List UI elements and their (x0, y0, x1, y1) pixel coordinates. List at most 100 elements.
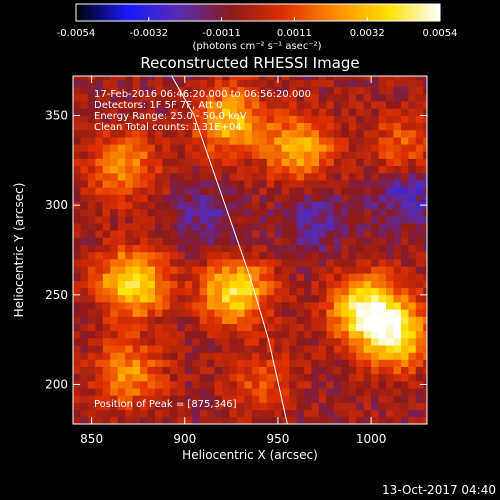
heatmap-cell (304, 402, 312, 411)
heatmap-cell (289, 309, 297, 317)
heatmap-cell (244, 101, 253, 109)
heatmap-cell (333, 316, 342, 324)
heatmap-cell (154, 136, 163, 145)
heatmap-cell (244, 287, 253, 296)
heatmap-cell (229, 258, 238, 267)
heatmap-cell (408, 323, 417, 332)
heatmap-cell (259, 115, 268, 124)
heatmap-cell (102, 251, 111, 260)
heatmap-cell (177, 280, 186, 289)
colorbar (75, 3, 441, 22)
heatmap-cell (162, 158, 171, 167)
heatmap-cell (125, 151, 134, 159)
heatmap-cell (326, 122, 335, 131)
heatmap-cell (132, 416, 141, 424)
heatmap-cell (304, 373, 312, 382)
heatmap-cell (333, 416, 342, 424)
heatmap-cell (400, 337, 409, 346)
heatmap-cell (117, 129, 126, 138)
heatmap-cell (184, 237, 193, 246)
heatmap-cell (147, 294, 156, 303)
heatmap-cell (289, 108, 297, 116)
heatmap-cell (125, 101, 134, 109)
heatmap-cell (192, 294, 201, 303)
heatmap-cell (214, 144, 223, 152)
heatmap-cell (274, 337, 283, 346)
heatmap-cell (363, 251, 372, 260)
heatmap-cell (326, 180, 335, 188)
heatmap-cell (408, 208, 417, 217)
heatmap-cell (423, 294, 427, 303)
heatmap-cell (73, 388, 81, 396)
heatmap-cell (311, 366, 320, 375)
heatmap-cell (162, 144, 171, 152)
heatmap-cell (102, 86, 111, 95)
heatmap-cell (393, 337, 402, 346)
heatmap-cell (169, 251, 178, 260)
heatmap-cell (393, 108, 402, 116)
heatmap-cell (147, 337, 156, 346)
heatmap-cell (341, 345, 350, 353)
heatmap-cell (423, 359, 427, 367)
heatmap-cell (192, 86, 201, 95)
heatmap-cell (125, 244, 134, 253)
heatmap-cell (378, 366, 387, 375)
heatmap-cell (117, 237, 126, 246)
heatmap-cell (386, 388, 394, 396)
heatmap-cell (73, 280, 81, 289)
heatmap-cell (125, 108, 134, 116)
heatmap-cell (80, 223, 89, 231)
heatmap-cell (363, 280, 372, 289)
heatmap-cell (371, 158, 379, 167)
heatmap-cell (326, 237, 335, 246)
heatmap-cell (110, 352, 119, 360)
heatmap-cell (214, 86, 223, 95)
heatmap-cell (311, 165, 320, 174)
heatmap-cell (214, 309, 223, 317)
heatmap-cell (386, 230, 394, 238)
peak-position-label: Position of Peak = [875,346] (94, 399, 237, 410)
heatmap-cell (140, 258, 148, 267)
heatmap-cell (102, 323, 111, 332)
heatmap-cell (266, 352, 275, 360)
heatmap-cell (132, 273, 141, 281)
heatmap-cell (378, 93, 387, 102)
heatmap-cell (296, 122, 305, 131)
heatmap-cell (408, 108, 417, 116)
heatmap-cell (393, 402, 402, 411)
heatmap-cell (132, 402, 141, 411)
heatmap-cell (318, 416, 327, 424)
heatmap-cell (400, 76, 409, 80)
heatmap-cell (87, 230, 96, 238)
heatmap-cell (192, 337, 201, 346)
heatmap-cell (80, 230, 89, 238)
heatmap-cell (341, 151, 350, 159)
heatmap-cell (341, 287, 350, 296)
heatmap-cell (393, 330, 402, 339)
heatmap-cell (356, 244, 365, 253)
heatmap-cell (229, 172, 238, 181)
heatmap-cell (73, 165, 81, 174)
heatmap-cell (80, 129, 89, 138)
heatmap-cell (110, 395, 119, 403)
heatmap-cell (207, 86, 215, 95)
heatmap-cell (259, 309, 268, 317)
heatmap-cell (341, 136, 350, 145)
heatmap-cell (140, 201, 148, 210)
heatmap-cell (311, 395, 320, 403)
heatmap-cell (296, 280, 305, 289)
heatmap-cell (348, 172, 357, 181)
heatmap-cell (274, 187, 283, 195)
heatmap-cell (147, 258, 156, 267)
heatmap-cell (304, 287, 312, 296)
heatmap-cell (408, 352, 417, 360)
heatmap-cell (266, 144, 275, 152)
heatmap-cell (274, 79, 283, 88)
heatmap-cell (281, 251, 290, 260)
heatmap-cell (266, 237, 275, 246)
heatmap-cell (184, 194, 193, 202)
heatmap-cell (348, 136, 357, 145)
heatmap-cell (348, 359, 357, 367)
heatmap-cell (162, 323, 171, 332)
heatmap-cell (378, 244, 387, 253)
